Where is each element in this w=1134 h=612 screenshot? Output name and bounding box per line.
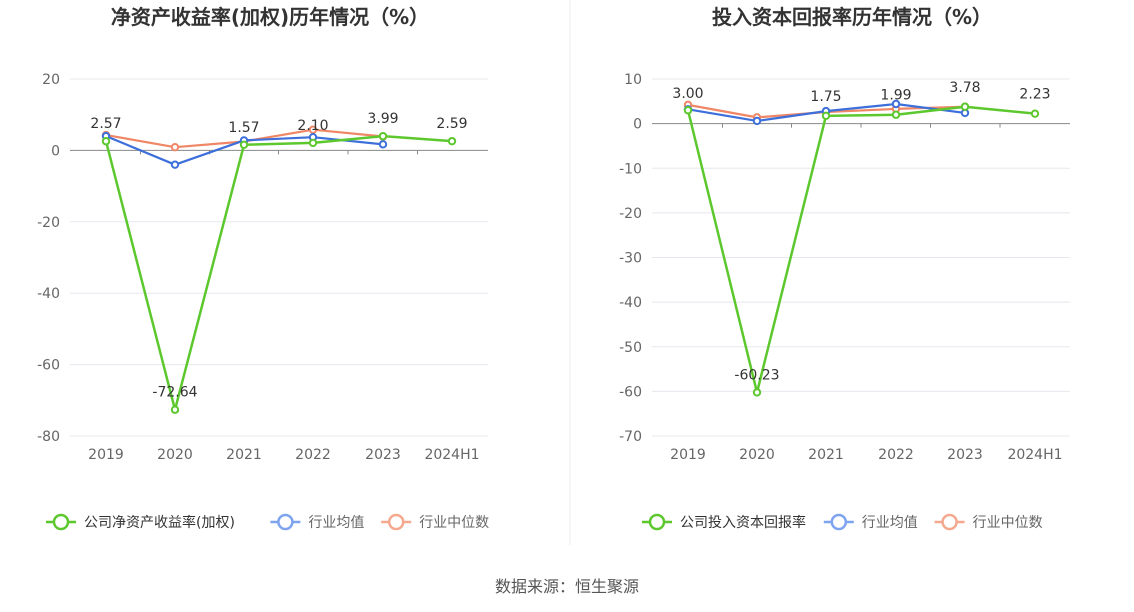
roe-y-tick-label: -60 <box>37 358 60 374</box>
roic-y-tick-label: -30 <box>619 251 642 267</box>
roic-y-tick-label: -20 <box>619 206 642 222</box>
roe-data-labels: 2.57 -72.64 1.57 2.10 3.99 2.59 <box>90 111 467 401</box>
roe-legend[interactable]: 公司净资产收益率(加权) 行业均值 行业中位数 <box>46 513 489 531</box>
legend-marker-icon <box>648 513 666 531</box>
roic-legend[interactable]: 公司投入资本回报率 行业均值 行业中位数 <box>642 513 1043 531</box>
roe-legend-item-median[interactable]: 行业中位数 <box>381 513 489 531</box>
roe-data-label: 2.10 <box>297 118 328 134</box>
legend-label: 行业中位数 <box>419 515 489 531</box>
roic-grid <box>652 78 1070 437</box>
legend-marker-icon <box>52 513 70 531</box>
roe-point-company[interactable] <box>101 137 111 146</box>
roic-legend-item-avg[interactable]: 行业均值 <box>823 513 918 531</box>
roe-y-tick-label: 0 <box>51 143 60 159</box>
roe-point-median[interactable] <box>170 142 180 152</box>
roic-data-label: 2.23 <box>1019 87 1050 103</box>
legend-marker-icon <box>277 513 294 531</box>
roic-point-avg[interactable] <box>752 116 762 126</box>
roe-data-label: -72.64 <box>152 385 197 401</box>
roe-series <box>101 125 457 414</box>
legend-label: 行业均值 <box>308 515 364 531</box>
legend-label: 行业中位数 <box>973 515 1043 531</box>
roe-x-tick-label: 2022 <box>295 447 331 463</box>
roe-point-company[interactable] <box>378 131 388 141</box>
roic-x-axis: 2019 2020 2021 2022 2023 2024H1 <box>670 447 1062 463</box>
roic-x-tick-label: 2021 <box>808 447 844 463</box>
roic-data-label: 3.78 <box>949 80 980 96</box>
data-source-note: 数据来源：恒生聚源 <box>495 577 639 596</box>
roic-data-label: -60.23 <box>734 367 779 383</box>
roe-y-tick-label: -80 <box>37 429 60 445</box>
roe-x-tick-label: 2020 <box>157 447 193 463</box>
roe-data-label: 2.57 <box>90 116 121 132</box>
roe-x-tick-label: 2023 <box>365 447 401 463</box>
legend-marker-icon <box>941 513 958 531</box>
roe-legend-item-avg[interactable]: 行业均值 <box>270 513 364 531</box>
roe-chart-title: 净资产收益率(加权)历年情况（%） <box>111 5 429 29</box>
roic-y-tick-label: -40 <box>619 295 642 311</box>
roic-x-tick-label: 2020 <box>739 447 775 463</box>
roic-point-company[interactable] <box>752 388 762 397</box>
roic-point-company[interactable] <box>891 110 901 119</box>
roic-y-tick-label: -50 <box>619 340 642 356</box>
roe-chart: 净资产收益率(加权)历年情况（%） 200-20-40-60-80 2019 20… <box>37 5 489 531</box>
legend-label: 行业均值 <box>862 515 918 531</box>
roic-x-tick-label: 2024H1 <box>1007 447 1062 463</box>
roe-point-median[interactable] <box>308 125 318 134</box>
roic-y-tick-label: 0 <box>633 117 642 133</box>
roic-point-avg[interactable] <box>891 99 901 109</box>
roic-y-axis: 10 0 -10 -20 -30 -40 -50 -60 -70 <box>619 72 642 445</box>
roe-data-label: 3.99 <box>367 111 398 127</box>
roe-point-company[interactable] <box>308 138 318 148</box>
roe-point-company[interactable] <box>170 405 180 414</box>
roe-data-label: 2.59 <box>436 116 467 132</box>
roe-y-axis: 20 0 -20 -40 -60 -80 <box>37 72 60 445</box>
roic-data-labels: 3.00 -60.23 1.75 1.99 3.78 2.23 <box>672 80 1050 384</box>
roic-y-tick-label: 10 <box>624 72 642 88</box>
roe-point-company[interactable] <box>447 136 457 146</box>
roe-x-tick-label: 2019 <box>88 447 124 463</box>
legend-label: 公司投入资本回报率 <box>680 514 806 531</box>
roe-point-company[interactable] <box>239 140 249 149</box>
roe-y-tick-label: -40 <box>37 286 60 302</box>
roic-x-tick-label: 2022 <box>878 447 914 463</box>
roic-y-tick-label: -70 <box>619 429 642 445</box>
roic-point-company[interactable] <box>683 106 693 115</box>
roe-y-tick-label: 20 <box>42 72 60 88</box>
roe-y-tick-label: -20 <box>37 215 60 231</box>
roic-data-label: 1.75 <box>810 89 841 105</box>
roe-series-line-company <box>104 134 453 411</box>
roic-data-label: 1.99 <box>880 88 911 104</box>
roe-x-tick-label: 2024H1 <box>424 447 479 463</box>
roe-x-axis: 2019 2020 2021 2022 2023 2024H1 <box>88 447 479 463</box>
roic-y-tick-label: -10 <box>619 161 642 177</box>
roic-y-tick-label: -60 <box>619 384 642 400</box>
roic-legend-item-company[interactable]: 公司投入资本回报率 <box>642 513 806 531</box>
roe-point-avg[interactable] <box>378 140 388 149</box>
legend-marker-icon <box>387 513 405 531</box>
roic-point-company[interactable] <box>1030 109 1040 118</box>
roic-legend-item-median[interactable]: 行业中位数 <box>934 513 1043 531</box>
roic-point-company[interactable] <box>960 102 970 111</box>
roic-x-tick-label: 2019 <box>670 447 706 463</box>
roic-chart: 投入资本回报率历年情况（%） 100-10-20-30-40-50-60-70 … <box>619 5 1070 531</box>
roe-legend-item-company[interactable]: 公司净资产收益率(加权) <box>46 513 235 531</box>
roe-point-avg[interactable] <box>170 160 180 169</box>
legend-marker-icon <box>830 513 848 531</box>
roic-series <box>683 99 1040 397</box>
legend-label: 公司净资产收益率(加权) <box>84 514 235 531</box>
roic-point-company[interactable] <box>821 111 831 121</box>
roic-chart-title: 投入资本回报率历年情况（%） <box>712 5 992 29</box>
roe-grid <box>70 78 488 437</box>
roe-data-label: 1.57 <box>228 120 259 136</box>
roe-x-tick-label: 2021 <box>226 447 262 463</box>
roic-data-label: 3.00 <box>672 86 703 102</box>
roic-series-line-company <box>686 105 1036 394</box>
roic-x-tick-label: 2023 <box>947 447 983 463</box>
